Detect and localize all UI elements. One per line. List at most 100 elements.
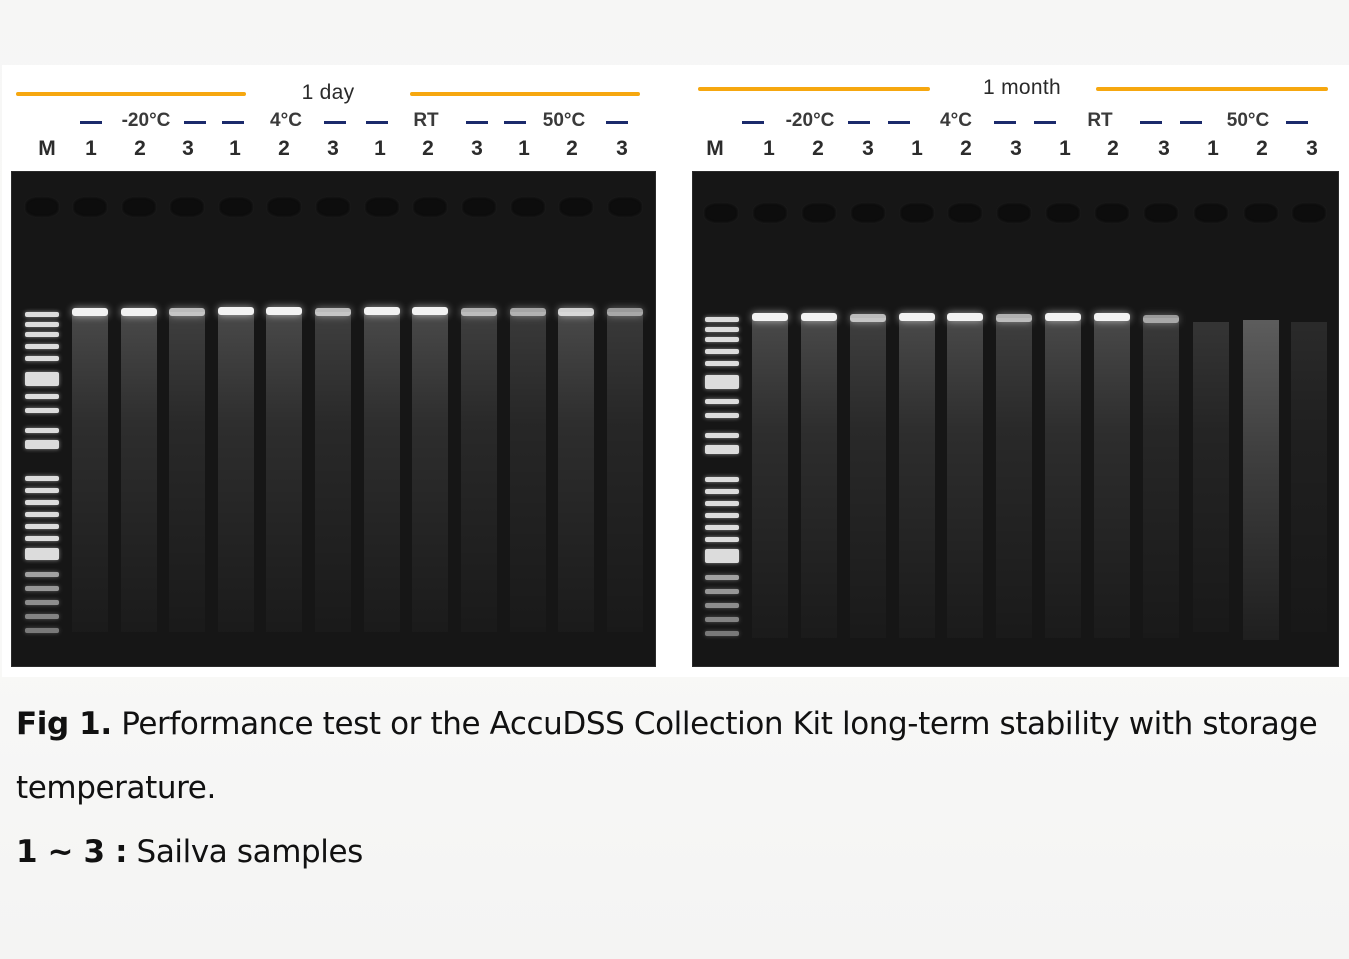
dna-ladder: [25, 312, 59, 642]
group-dash: [184, 121, 206, 124]
lane-label: 1: [911, 137, 923, 160]
lane-label: 2: [278, 137, 290, 160]
well: [412, 196, 448, 218]
legend-key: 1 ~ 3 :: [16, 834, 128, 870]
lane-label: 3: [182, 137, 194, 160]
temp-group-label: RT: [413, 110, 439, 131]
temp-group-label: 4°C: [270, 110, 302, 131]
figure-label: Fig 1.: [16, 706, 112, 742]
group-dash: [1180, 121, 1202, 124]
lane-label: 3: [616, 137, 628, 160]
group-dash: [504, 121, 526, 124]
lane-label-marker: M: [38, 137, 56, 160]
well: [703, 202, 739, 224]
lane-label: 3: [1158, 137, 1170, 160]
well: [1045, 202, 1081, 224]
well: [364, 196, 400, 218]
group-dash: [366, 121, 388, 124]
group-dash: [848, 121, 870, 124]
lane-label: 3: [471, 137, 483, 160]
well: [850, 202, 886, 224]
well: [1143, 202, 1179, 224]
lane-label: 3: [1010, 137, 1022, 160]
timeline-bar-right: [1096, 87, 1328, 91]
well: [947, 202, 983, 224]
lane-label: 1: [1059, 137, 1071, 160]
lane-label: 2: [812, 137, 824, 160]
group-dash: [994, 121, 1016, 124]
well: [1291, 202, 1327, 224]
lane-label: 2: [960, 137, 972, 160]
temperature-groups: -20°C 4°C RT 50°C: [2, 109, 672, 133]
group-dash: [466, 121, 488, 124]
lane-label: 3: [862, 137, 874, 160]
well: [1193, 202, 1229, 224]
timeline-bar-left: [698, 87, 930, 91]
temperature-groups: -20°C 4°C RT 50°C: [690, 109, 1349, 133]
well: [1094, 202, 1130, 224]
group-dash: [222, 121, 244, 124]
well: [1243, 202, 1279, 224]
timeline-header: 1 day: [2, 77, 672, 107]
group-dash: [606, 121, 628, 124]
caption-line-1: Fig 1. Performance test or the AccuDSS C…: [16, 692, 1336, 820]
group-dash: [742, 121, 764, 124]
well: [801, 202, 837, 224]
temp-group-label: -20°C: [121, 110, 171, 131]
lane-label: 2: [1107, 137, 1119, 160]
lane-label: 3: [327, 137, 339, 160]
lane-label: 3: [1306, 137, 1318, 160]
lane-label: 2: [1256, 137, 1268, 160]
well: [996, 202, 1032, 224]
well: [169, 196, 205, 218]
lane-label: 1: [374, 137, 386, 160]
well: [899, 202, 935, 224]
lane-label: 1: [1207, 137, 1219, 160]
well: [24, 196, 60, 218]
gel-image-1-day: [11, 171, 656, 667]
group-dash: [888, 121, 910, 124]
dna-ladder: [705, 317, 739, 647]
temp-group-label: -20°C: [785, 110, 835, 131]
figure-caption: Fig 1. Performance test or the AccuDSS C…: [16, 692, 1336, 884]
timeline-bar-left: [16, 92, 246, 96]
timeline-bar-right: [410, 92, 640, 96]
lane-label: 2: [422, 137, 434, 160]
gel-image-1-month: [692, 171, 1339, 667]
lane-label: 1: [85, 137, 97, 160]
lane-label-marker: M: [706, 137, 724, 160]
well: [607, 196, 643, 218]
temp-group-label: 50°C: [1226, 110, 1270, 131]
well: [510, 196, 546, 218]
lane-labels: M 1 2 3 1 2 3 1 2 3 1 2 3: [2, 137, 672, 163]
group-dash: [324, 121, 346, 124]
timepoint-label: 1 day: [301, 81, 355, 104]
temp-group-label: 4°C: [940, 110, 972, 131]
group-dash: [1140, 121, 1162, 124]
legend-description: Sailva samples: [127, 834, 364, 870]
well: [121, 196, 157, 218]
well: [266, 196, 302, 218]
lane-label: 1: [518, 137, 530, 160]
group-dash: [80, 121, 102, 124]
well: [72, 196, 108, 218]
well: [558, 196, 594, 218]
figure-description: Performance test or the AccuDSS Collecti…: [16, 706, 1318, 806]
timeline-header: 1 month: [690, 76, 1349, 107]
well: [315, 196, 351, 218]
group-dash: [1286, 121, 1308, 124]
well: [752, 202, 788, 224]
lane-label: 2: [134, 137, 146, 160]
group-dash: [1034, 121, 1056, 124]
lane-labels: M 1 2 3 1 2 3 1 2 3 1 2 3: [690, 137, 1349, 163]
lane-label: 2: [566, 137, 578, 160]
well: [218, 196, 254, 218]
well: [461, 196, 497, 218]
caption-line-2: 1 ~ 3 : Sailva samples: [16, 820, 1336, 884]
temp-group-label: RT: [1087, 110, 1113, 131]
timepoint-label: 1 month: [983, 76, 1061, 99]
temp-group-label: 50°C: [542, 110, 586, 131]
lane-label: 1: [763, 137, 775, 160]
figure-panel: 1 day -20°C 4°C RT 50°C M 1 2 3 1 2 3 1: [2, 65, 1349, 677]
lane-label: 1: [229, 137, 241, 160]
